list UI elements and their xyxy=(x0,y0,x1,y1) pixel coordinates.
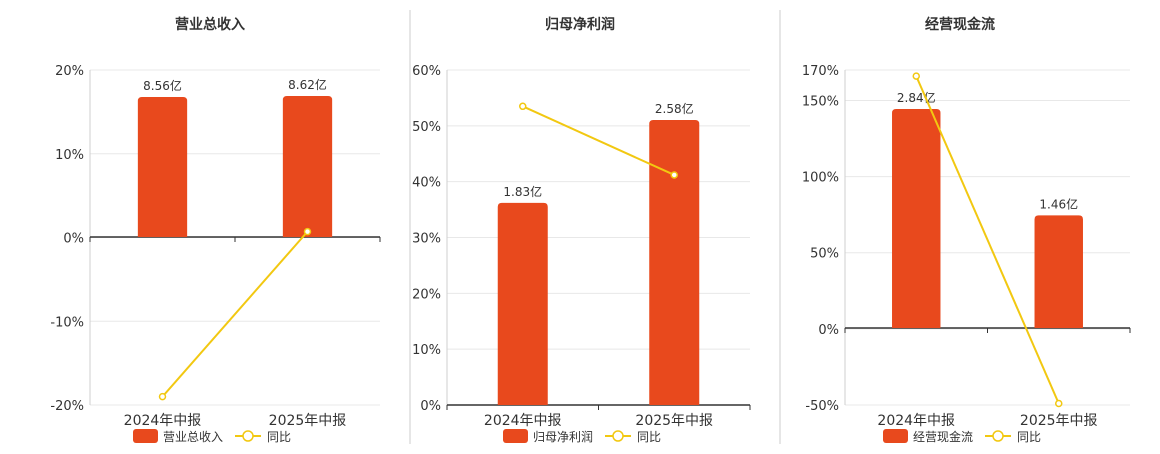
yoy-line xyxy=(915,75,1060,404)
legend-bar-label: 经营现金流 xyxy=(913,429,973,444)
bar xyxy=(137,96,188,237)
legend-line-marker xyxy=(992,430,1004,442)
y-tick-label: 0% xyxy=(818,323,839,338)
bar-value-label: 1.46亿 xyxy=(1039,196,1078,211)
bar-value-label: 8.56亿 xyxy=(143,78,182,93)
legend-bar-swatch xyxy=(503,429,528,443)
legend-bar-label: 归母净利润 xyxy=(533,430,593,444)
chart-panel-3: 经营现金流 170% 150% 100% 50% 0% -50% 2024年中报 2025年中报… xyxy=(802,16,1131,444)
bar xyxy=(1034,215,1083,328)
bar-value-label: 2.58亿 xyxy=(655,101,694,116)
chart-panel-1: 营业总收入 20% 10% 0% -10% -20% 2024年中报 2025年中报 8.56亿… xyxy=(50,10,411,444)
y-tick-label: 0% xyxy=(420,399,441,414)
x-tick-label: 2025年中报 xyxy=(1020,413,1098,429)
x-tick-label: 2024年中报 xyxy=(877,413,955,429)
legend-bar-label: 营业总收入 xyxy=(163,430,223,444)
yoy-point xyxy=(519,102,527,111)
y-tick-label: -20% xyxy=(50,399,84,414)
x-tick-label: 2025年中报 xyxy=(269,413,347,429)
bar-value-label: 8.62亿 xyxy=(288,77,327,92)
bar-value-label: 2.84亿 xyxy=(897,90,936,105)
y-tick-label: 50% xyxy=(412,120,441,135)
bar xyxy=(282,96,333,237)
y-tick-label: -10% xyxy=(50,315,84,330)
y-tick-label: 60% xyxy=(412,64,441,79)
legend-line-label: 同比 xyxy=(1017,430,1041,444)
y-tick-label: 100% xyxy=(802,171,839,186)
y-tick-label: 150% xyxy=(802,94,839,109)
y-tick-label: 170% xyxy=(802,64,839,79)
yoy-point xyxy=(912,72,920,80)
y-tick-label: 10% xyxy=(55,148,84,163)
chart-panel-2: 归母净利润 60% 50% 40% 30% 20% 10% 0% 2024年中报 2025年中报 1… xyxy=(412,10,781,444)
bar-value-label: 1.83亿 xyxy=(503,184,542,199)
y-tick-label: 20% xyxy=(412,287,441,302)
yoy-point xyxy=(1055,399,1063,408)
legend-line-label: 同比 xyxy=(267,430,291,444)
chart-title: 经营现金流 xyxy=(925,16,995,33)
legend-line-marker xyxy=(242,430,254,442)
y-tick-label: 0% xyxy=(63,232,84,247)
bar xyxy=(892,109,941,328)
bar xyxy=(649,120,700,405)
bar xyxy=(497,202,548,405)
yoy-point xyxy=(303,227,312,236)
yoy-line xyxy=(161,230,309,398)
chart-title: 归母净利润 xyxy=(545,16,615,33)
y-tick-label: 50% xyxy=(810,247,839,262)
legend-bar-swatch xyxy=(883,429,908,443)
yoy-line xyxy=(522,105,675,176)
legend-line-label: 同比 xyxy=(637,430,661,444)
legend-bar-swatch xyxy=(133,429,158,443)
x-tick-label: 2024年中报 xyxy=(124,413,202,429)
y-tick-label: 20% xyxy=(55,64,84,79)
legend-line-marker xyxy=(612,430,624,442)
y-tick-label: 40% xyxy=(412,176,441,191)
y-tick-label: 10% xyxy=(412,343,441,358)
y-tick-label: -50% xyxy=(805,399,839,414)
chart-title: 营业总收入 xyxy=(175,16,245,33)
yoy-point xyxy=(670,171,678,179)
y-tick-label: 30% xyxy=(412,232,441,247)
x-tick-label: 2024年中报 xyxy=(484,413,562,429)
x-tick-label: 2025年中报 xyxy=(635,413,713,429)
yoy-point xyxy=(158,392,167,401)
